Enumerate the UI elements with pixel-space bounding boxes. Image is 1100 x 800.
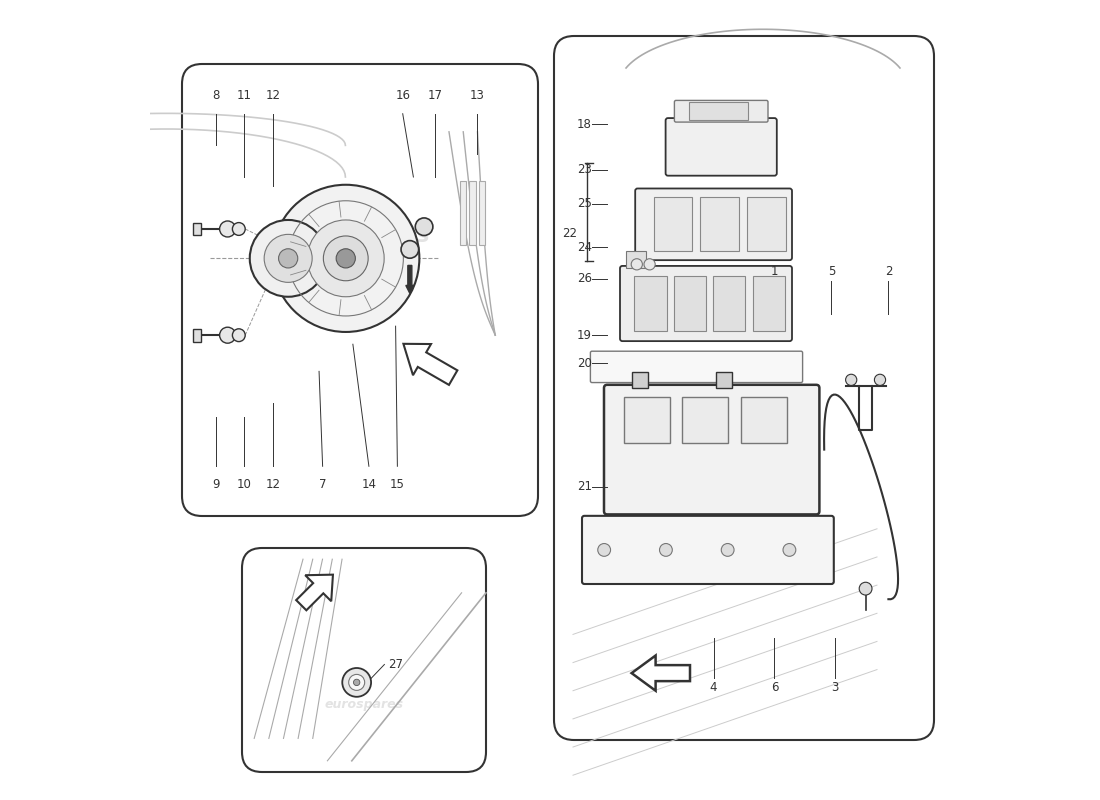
Text: 11: 11 — [236, 89, 252, 102]
Bar — [653, 198, 692, 251]
Text: eurospares: eurospares — [324, 698, 404, 711]
Circle shape — [722, 543, 734, 556]
Text: 12: 12 — [265, 89, 280, 102]
Circle shape — [859, 582, 872, 595]
Text: 1: 1 — [771, 266, 778, 278]
Text: 9: 9 — [212, 478, 220, 491]
Circle shape — [323, 236, 368, 281]
Circle shape — [353, 679, 360, 686]
FancyBboxPatch shape — [604, 385, 820, 514]
Text: 26: 26 — [576, 272, 592, 286]
Circle shape — [264, 234, 312, 282]
Polygon shape — [404, 344, 458, 385]
Text: 18: 18 — [578, 118, 592, 130]
Text: 8: 8 — [212, 89, 220, 102]
Circle shape — [220, 221, 235, 237]
Text: 15: 15 — [389, 478, 405, 491]
Bar — [478, 181, 485, 245]
Circle shape — [644, 258, 656, 270]
Bar — [192, 222, 200, 235]
Circle shape — [272, 185, 419, 332]
FancyBboxPatch shape — [635, 189, 792, 260]
Circle shape — [874, 374, 886, 386]
Bar — [632, 372, 648, 388]
FancyBboxPatch shape — [620, 266, 792, 341]
Circle shape — [783, 543, 795, 556]
Text: 2: 2 — [884, 266, 892, 278]
Circle shape — [232, 222, 245, 235]
Circle shape — [597, 543, 611, 556]
Text: 27: 27 — [388, 658, 404, 671]
Circle shape — [416, 218, 433, 235]
Bar — [635, 276, 667, 330]
FancyBboxPatch shape — [554, 36, 934, 740]
Bar — [752, 276, 784, 330]
Bar — [741, 397, 786, 443]
Circle shape — [337, 249, 355, 268]
Bar — [716, 372, 732, 388]
Polygon shape — [296, 574, 333, 610]
Text: 17: 17 — [427, 89, 442, 102]
FancyBboxPatch shape — [674, 101, 768, 122]
Circle shape — [660, 543, 672, 556]
Text: 10: 10 — [236, 478, 252, 491]
Polygon shape — [631, 655, 690, 690]
Text: eurospares: eurospares — [673, 518, 814, 539]
Text: 16: 16 — [395, 89, 410, 102]
Text: 3: 3 — [832, 681, 839, 694]
Circle shape — [220, 327, 235, 343]
Text: 21: 21 — [576, 480, 592, 493]
Bar — [624, 397, 670, 443]
Bar — [626, 250, 647, 268]
Bar — [470, 181, 475, 245]
Circle shape — [250, 220, 327, 297]
Bar — [674, 276, 706, 330]
Text: 25: 25 — [578, 197, 592, 210]
Circle shape — [307, 220, 384, 297]
Text: 7: 7 — [319, 478, 327, 491]
Text: 14: 14 — [362, 478, 376, 491]
Text: 5: 5 — [827, 266, 835, 278]
Text: 12: 12 — [265, 478, 280, 491]
Circle shape — [349, 674, 365, 690]
FancyBboxPatch shape — [582, 516, 834, 584]
Text: 22: 22 — [562, 226, 576, 240]
Bar — [192, 329, 200, 342]
Circle shape — [342, 668, 371, 697]
FancyBboxPatch shape — [666, 118, 777, 176]
Bar — [690, 102, 748, 121]
Circle shape — [402, 241, 419, 258]
Text: 23: 23 — [578, 163, 592, 176]
Text: 13: 13 — [470, 89, 485, 102]
Text: 19: 19 — [576, 329, 592, 342]
FancyBboxPatch shape — [182, 64, 538, 516]
Circle shape — [232, 329, 245, 342]
Bar — [460, 181, 466, 245]
FancyBboxPatch shape — [591, 351, 803, 382]
FancyBboxPatch shape — [242, 548, 486, 772]
Bar — [747, 198, 785, 251]
Bar — [682, 397, 728, 443]
Text: 4: 4 — [710, 681, 717, 694]
Text: eurospares: eurospares — [289, 226, 430, 246]
FancyArrow shape — [406, 266, 414, 294]
Text: 24: 24 — [576, 241, 592, 254]
Text: 20: 20 — [578, 357, 592, 370]
Text: 6: 6 — [771, 681, 778, 694]
Circle shape — [631, 258, 642, 270]
Circle shape — [846, 374, 857, 386]
Circle shape — [278, 249, 298, 268]
Bar — [713, 276, 746, 330]
Bar — [701, 198, 739, 251]
